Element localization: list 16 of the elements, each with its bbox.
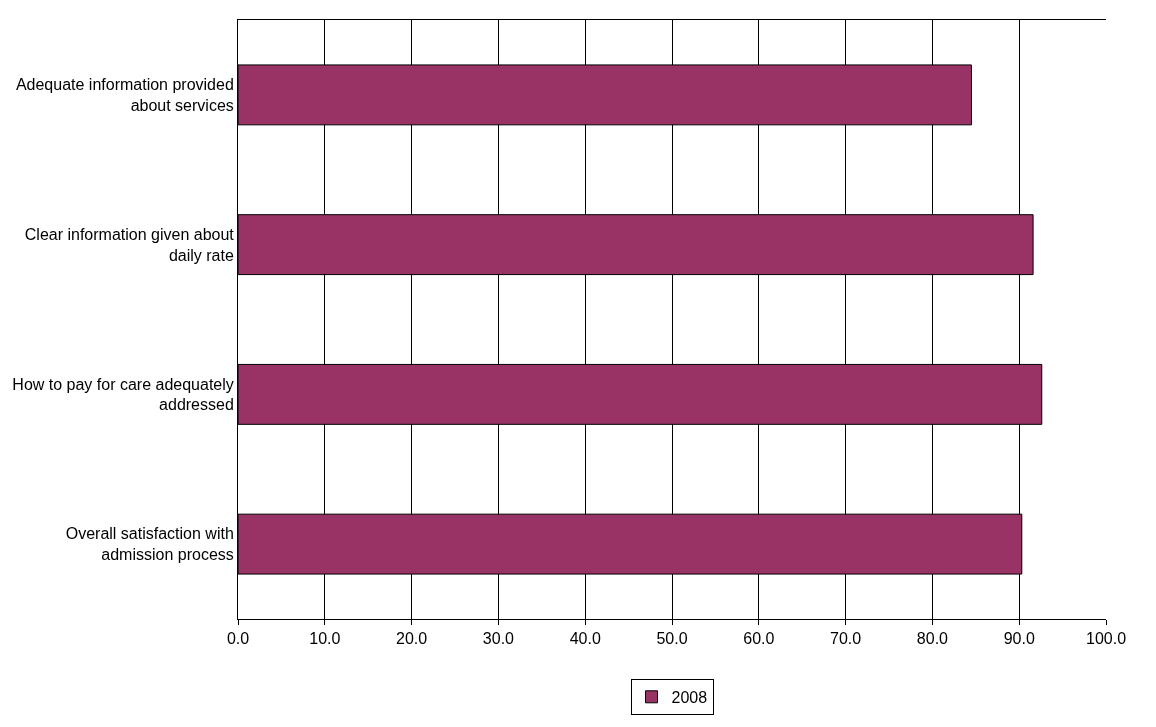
y-tick-label: Overall satisfaction with admission process [65, 525, 234, 564]
x-tick-label: 60.0 [743, 630, 775, 648]
x-tick-label: 30.0 [482, 630, 515, 648]
x-tick-label: 80.0 [916, 630, 949, 648]
x-tick-label: 90.0 [1003, 630, 1035, 648]
x-tick-label: 70.0 [830, 630, 862, 648]
legend-label: 2008 [671, 689, 708, 707]
y-tick-label: Clear information given about daily rate [24, 225, 235, 264]
x-tick-label: 10.0 [309, 630, 341, 648]
y-tick-label: Adequate information provided about services [15, 76, 234, 114]
y-tick-label: How to pay for care adequately addressed [12, 375, 234, 414]
x-tick-label: 50.0 [656, 630, 688, 648]
x-tick-label: 0.0 [226, 630, 250, 648]
x-tick-label: 20.0 [396, 630, 428, 648]
x-tick-label: 40.0 [569, 630, 601, 648]
x-tick-label: 100.0 [1085, 630, 1127, 648]
